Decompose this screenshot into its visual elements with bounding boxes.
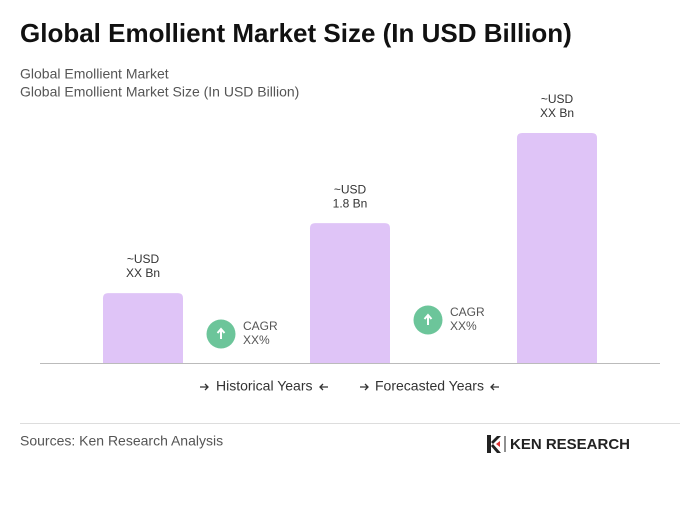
cagr-value: XX% [450,319,477,333]
subtitle: Global Emollient Market [20,66,169,82]
chart-title: Global Emollient Market Size (In USD Bil… [20,18,572,48]
logo-accent [496,441,500,447]
cagr-label: CAGR [450,305,485,319]
legend-arrow [319,383,328,391]
cagr-label: CAGR [243,319,278,333]
logo-text: KEN RESEARCH [510,436,630,453]
value-label: XX Bn [126,266,160,280]
value-label: ~USD [127,252,160,266]
source: Sources: Ken Research Analysis [20,433,223,449]
subtitle: Global Emollient Market Size (In USD Bil… [20,84,299,100]
value-label: ~USD [541,92,574,106]
bar [517,133,597,363]
legend-arrow [360,383,369,391]
bar [103,293,183,363]
value-label: XX Bn [540,106,574,120]
value-label: ~USD [334,182,367,196]
cagr-arrow [216,327,226,339]
cagr-value: XX% [243,333,270,347]
legend-arrow [490,383,499,391]
legend-label: Forecasted Years [375,378,484,394]
bar [310,223,390,363]
legend-label: Historical Years [216,378,313,394]
logo-icon [487,435,501,453]
logo: KEN RESEARCH [487,435,630,453]
cagr-arrow [423,313,433,325]
value-label: 1.8 Bn [333,196,368,210]
legend-arrow [200,383,209,391]
